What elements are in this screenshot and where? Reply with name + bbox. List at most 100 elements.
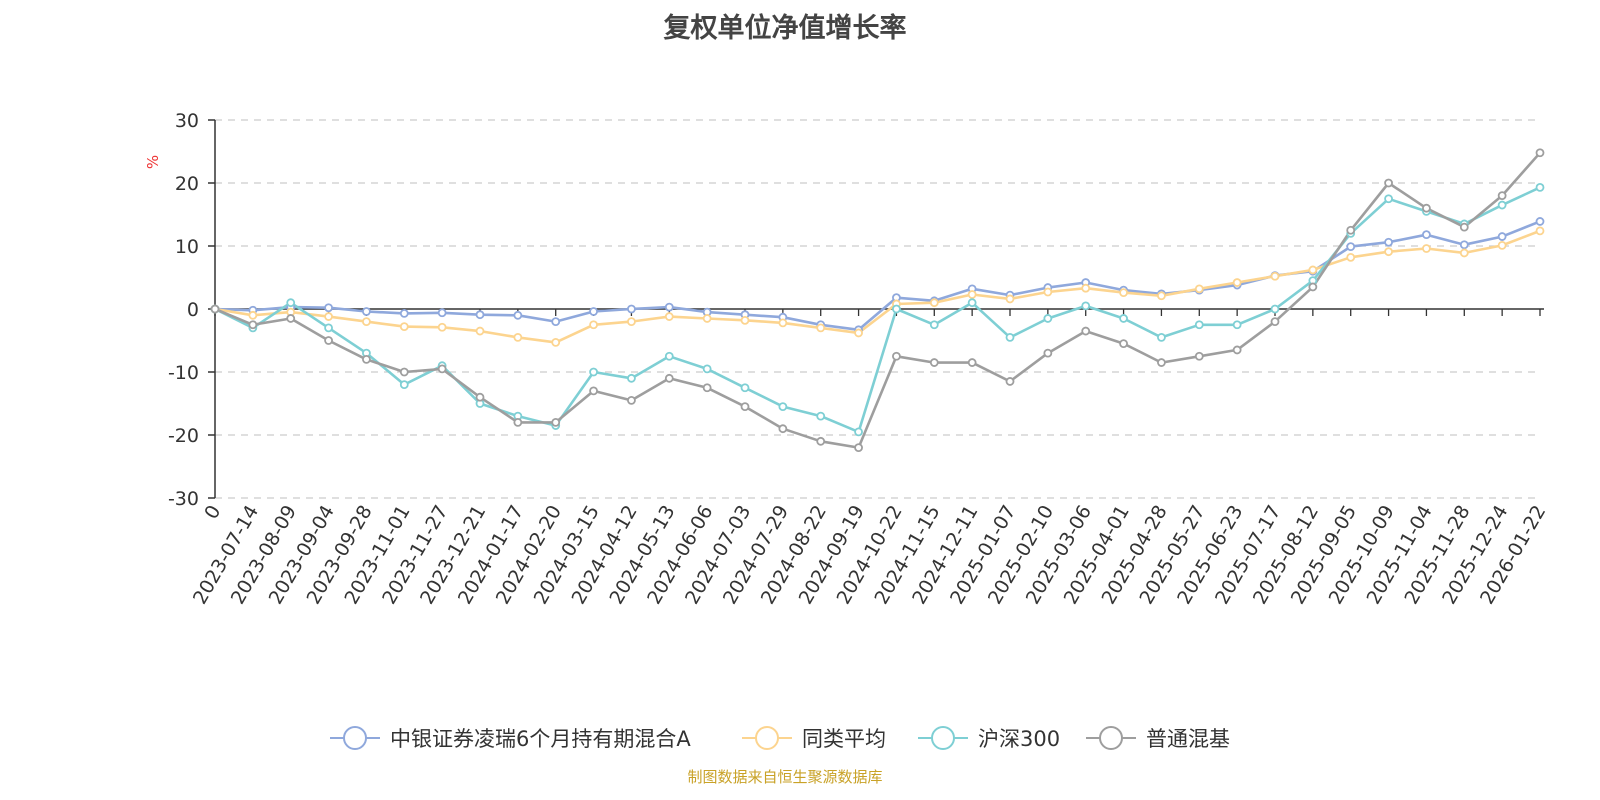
data-point bbox=[1422, 230, 1431, 240]
data-point bbox=[1081, 301, 1091, 311]
data-point bbox=[740, 402, 750, 412]
data-point bbox=[513, 417, 523, 427]
data-point bbox=[1535, 183, 1545, 192]
data-point bbox=[967, 290, 977, 299]
data-point bbox=[1157, 291, 1166, 301]
series-line bbox=[214, 229, 1541, 344]
data-point bbox=[816, 323, 826, 333]
data-point bbox=[362, 307, 371, 316]
data-point bbox=[854, 427, 863, 437]
data-point bbox=[1081, 326, 1091, 336]
y-tick-label: -30 bbox=[168, 488, 199, 510]
data-point bbox=[1422, 203, 1431, 213]
data-point bbox=[1232, 278, 1242, 287]
data-point bbox=[816, 436, 826, 446]
legend-marker bbox=[343, 726, 367, 750]
legend[interactable]: 中银证券凌瑞6个月持有期混合A 同类平均 沪深300 普通混基 bbox=[330, 726, 1230, 751]
data-point bbox=[286, 314, 296, 323]
chart-title: 复权单位净值增长率 bbox=[663, 13, 907, 44]
legend-label: 沪深300 bbox=[978, 727, 1060, 751]
data-point bbox=[1346, 252, 1356, 262]
data-point bbox=[1497, 232, 1507, 241]
data-point bbox=[1384, 237, 1393, 247]
data-point bbox=[1535, 148, 1545, 158]
data-point bbox=[929, 358, 939, 367]
series-line bbox=[214, 220, 1541, 332]
data-point bbox=[1157, 332, 1166, 342]
data-point bbox=[1535, 226, 1545, 236]
data-point bbox=[399, 322, 409, 332]
data-point bbox=[1005, 294, 1015, 304]
data-point bbox=[1043, 287, 1053, 297]
data-point bbox=[778, 318, 788, 328]
data-point bbox=[513, 310, 523, 320]
data-point bbox=[1384, 178, 1393, 188]
data-point bbox=[589, 367, 598, 377]
data-point bbox=[1119, 339, 1128, 349]
data-point bbox=[1232, 345, 1242, 355]
data-point bbox=[740, 383, 750, 393]
data-point bbox=[627, 317, 636, 327]
data-point bbox=[399, 367, 409, 377]
data-point bbox=[1459, 248, 1469, 258]
data-point bbox=[399, 309, 409, 318]
x-tick-label: 0 bbox=[200, 502, 225, 523]
data-point bbox=[1346, 242, 1356, 252]
data-point bbox=[1119, 314, 1128, 323]
data-point bbox=[399, 380, 409, 390]
legend-marker bbox=[931, 726, 955, 750]
data-point bbox=[324, 303, 333, 313]
data-point bbox=[1346, 225, 1356, 235]
y-tick-label: 30 bbox=[175, 110, 199, 132]
data-point bbox=[1308, 282, 1318, 292]
data-point bbox=[740, 315, 750, 325]
data-point bbox=[967, 358, 977, 367]
data-point bbox=[248, 310, 258, 320]
y-tick-label: -10 bbox=[168, 362, 199, 384]
data-point bbox=[664, 312, 674, 321]
data-point bbox=[929, 298, 939, 308]
data-point bbox=[1535, 217, 1545, 226]
data-point bbox=[1194, 351, 1204, 361]
data-point bbox=[1384, 247, 1393, 257]
data-point bbox=[324, 336, 333, 345]
data-point bbox=[286, 298, 296, 308]
data-point bbox=[1270, 271, 1280, 281]
data-point bbox=[664, 302, 674, 312]
data-point bbox=[778, 424, 788, 434]
legend-item[interactable]: 同类平均 bbox=[742, 726, 886, 751]
data-point bbox=[437, 364, 447, 374]
data-point bbox=[627, 395, 636, 405]
data-point bbox=[1194, 284, 1204, 294]
data-point bbox=[967, 298, 977, 308]
data-point bbox=[437, 308, 447, 318]
legend-item[interactable]: 中银证券凌瑞6个月持有期混合A bbox=[330, 726, 691, 751]
data-point bbox=[1270, 317, 1280, 327]
data-point bbox=[1194, 320, 1204, 330]
series-lines bbox=[214, 151, 1541, 449]
data-point bbox=[475, 326, 485, 336]
data-point bbox=[362, 354, 371, 364]
data-point bbox=[248, 320, 258, 330]
y-tick-label: 0 bbox=[187, 299, 199, 321]
data-point bbox=[1043, 314, 1053, 323]
data-point bbox=[551, 317, 561, 327]
data-point bbox=[702, 364, 712, 374]
data-point bbox=[589, 320, 598, 330]
data-point bbox=[1119, 288, 1128, 298]
data-point bbox=[778, 402, 788, 412]
data-point bbox=[702, 383, 712, 393]
data-point bbox=[664, 373, 674, 383]
data-point bbox=[589, 386, 598, 396]
data-point bbox=[513, 332, 523, 342]
legend-item[interactable]: 普通混基 bbox=[1086, 726, 1230, 751]
legend-marker bbox=[1099, 726, 1123, 750]
y-tick-label: 20 bbox=[175, 173, 199, 195]
data-point bbox=[1497, 240, 1507, 250]
legend-item[interactable]: 沪深300 bbox=[918, 726, 1060, 751]
data-point bbox=[1459, 240, 1469, 250]
data-point bbox=[1232, 320, 1242, 330]
data-point bbox=[437, 322, 447, 332]
data-point bbox=[475, 310, 485, 320]
